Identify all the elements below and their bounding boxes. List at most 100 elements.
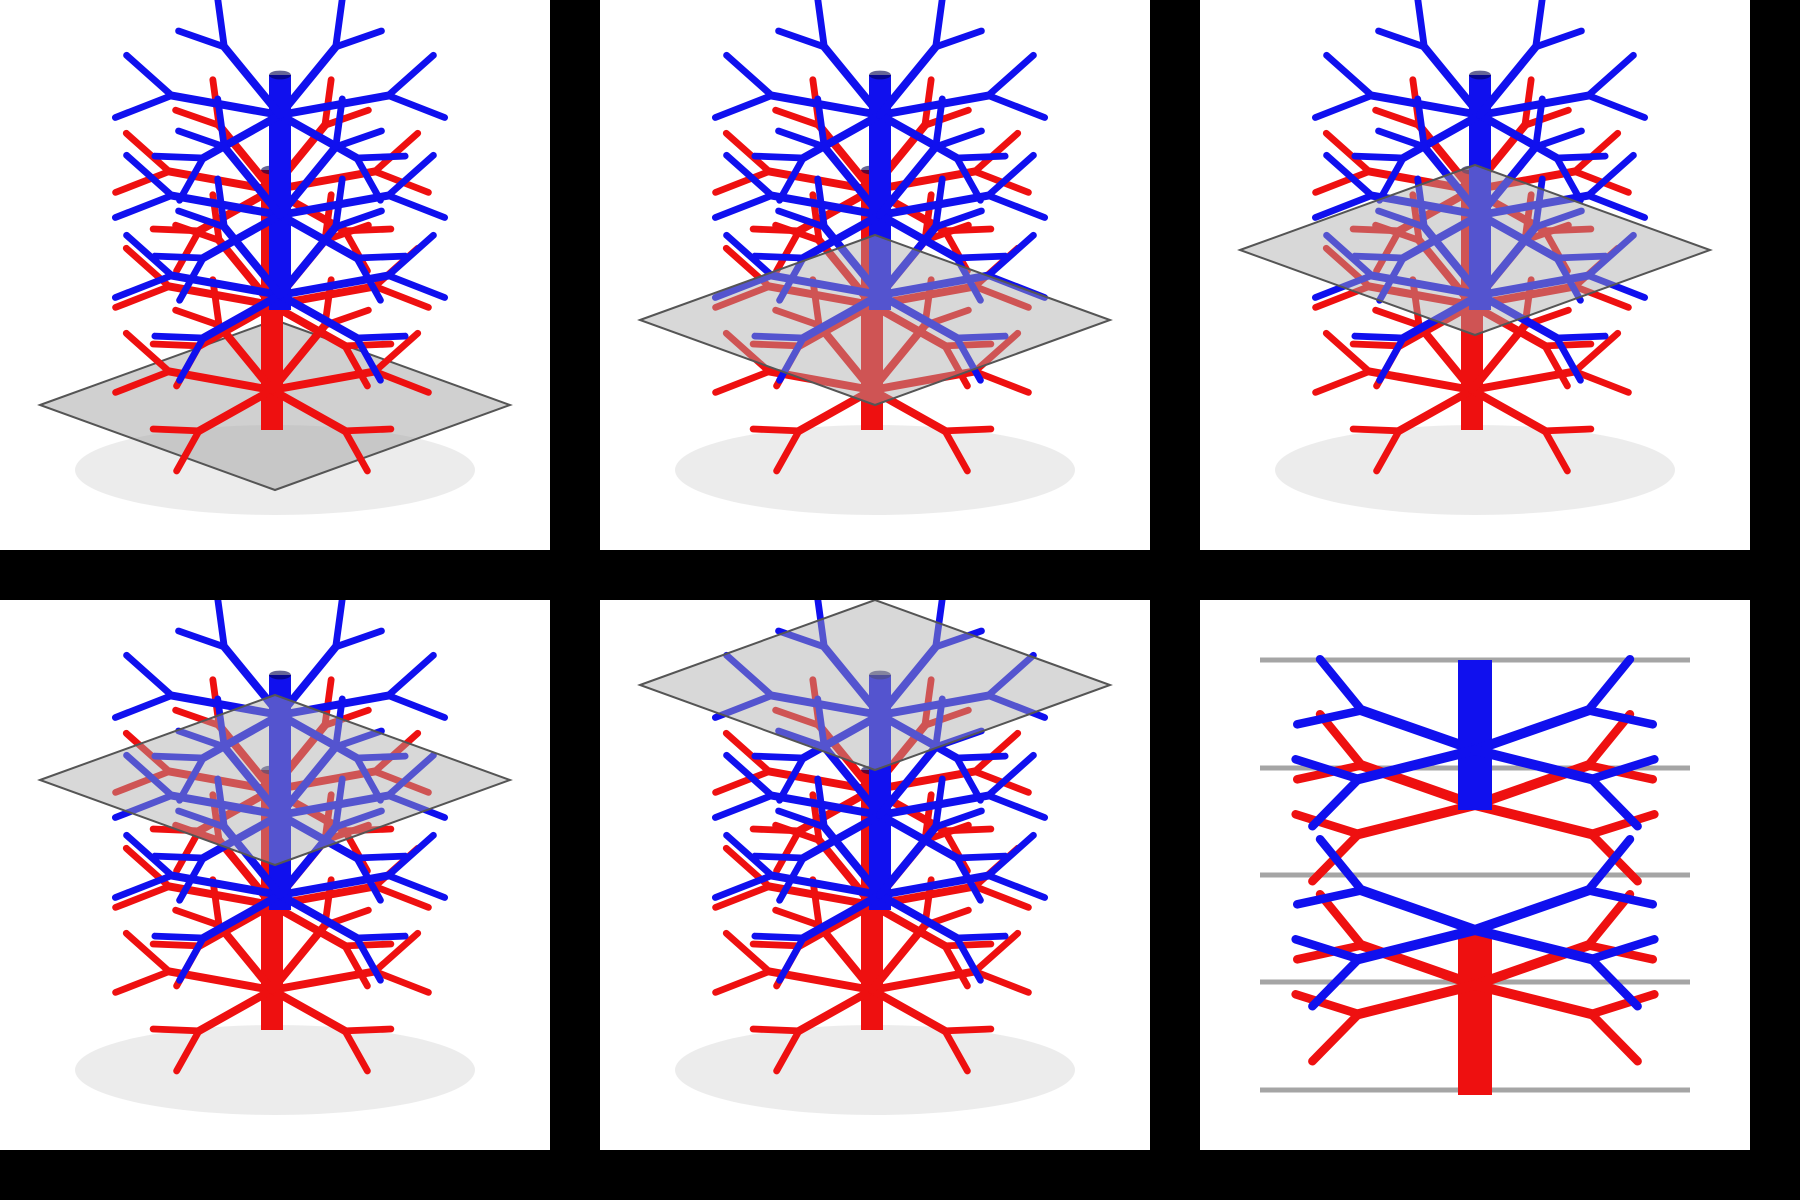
- arterial-branch: [1323, 231, 1376, 279]
- arterial-branch: [876, 291, 961, 342]
- arterial-branch: [276, 211, 361, 262]
- venous-branch: [773, 427, 803, 475]
- floor-shadow: [75, 1025, 475, 1115]
- arterial-branch: [1356, 885, 1480, 935]
- arterial-branch: [276, 291, 361, 342]
- venous-branch: [173, 827, 203, 875]
- venous-branch: [341, 427, 371, 475]
- arterial-branch: [711, 792, 776, 821]
- arterial-branch: [353, 752, 409, 762]
- venous-branch: [172, 221, 223, 244]
- arterial-branch: [932, 807, 985, 831]
- arterial-branch: [111, 192, 176, 221]
- venous-branch: [772, 706, 823, 729]
- venous-branch: [1372, 221, 1423, 244]
- arterial-branch: [384, 231, 437, 279]
- venous-branch: [112, 168, 173, 196]
- arterial-branch: [276, 111, 361, 162]
- render-panel-3: [1200, 0, 1750, 550]
- venous-branch: [215, 721, 276, 794]
- venous-branch: [112, 968, 173, 996]
- venous-branch: [971, 283, 1032, 311]
- arterial-tree: [711, 600, 1049, 984]
- slice-plane: [1237, 163, 1713, 337]
- venous-branch: [371, 283, 432, 311]
- venous-branch: [1372, 106, 1423, 129]
- venous-branch: [371, 883, 432, 911]
- venous-branch: [941, 1025, 995, 1035]
- arterial-branch: [876, 742, 940, 819]
- arterial-branch: [384, 51, 437, 99]
- arterial-branch: [776, 934, 807, 984]
- venous-branch: [268, 367, 379, 394]
- arterial-branch: [723, 651, 776, 699]
- venous-branch: [712, 968, 773, 996]
- venous-branch: [1373, 427, 1403, 475]
- venous-branch: [1315, 709, 1366, 770]
- arterial-branch: [353, 852, 409, 862]
- arterial-branch: [820, 142, 884, 219]
- arterial-branch: [876, 91, 993, 119]
- venous-branch: [868, 321, 929, 394]
- arterial-branch: [332, 175, 346, 231]
- arterial-branch: [276, 91, 393, 119]
- arterial-branch: [984, 92, 1049, 121]
- arterial-branch: [984, 51, 1037, 99]
- arterial-branch: [932, 775, 946, 831]
- render-panel-2: [600, 0, 1150, 550]
- arterial-branch: [799, 811, 884, 862]
- arterial-branch: [1584, 654, 1635, 715]
- venous-branch: [795, 986, 876, 1035]
- venous-branch: [341, 340, 395, 350]
- venous-branch: [1353, 800, 1480, 840]
- venous-branch: [1349, 425, 1403, 435]
- arterial-branch: [176, 154, 207, 204]
- arterial-branch: [1532, 127, 1585, 151]
- vessel-render: [37, 0, 513, 515]
- arterial-branch: [332, 207, 385, 231]
- arterial-branch: [276, 142, 340, 219]
- venous-branch: [1584, 709, 1635, 770]
- arterial-branch: [151, 852, 207, 862]
- arterial-branch: [814, 695, 828, 751]
- venous-branch: [149, 340, 203, 350]
- venous-branch: [112, 368, 173, 396]
- slice-plane: [637, 233, 1113, 407]
- arterial-branch: [220, 822, 284, 899]
- render-panel-1: [0, 0, 550, 550]
- arterial-branch: [167, 191, 284, 219]
- venous-branch: [1322, 129, 1373, 175]
- arterial-branch: [384, 872, 449, 901]
- arterial-branch: [984, 231, 1037, 279]
- arterial-branch: [332, 600, 346, 651]
- arterial-branch: [751, 152, 807, 162]
- arterial-branch: [1376, 334, 1407, 384]
- slice-plane: [637, 600, 1113, 772]
- arterial-tree: [111, 600, 449, 984]
- arterial-branch: [1292, 886, 1366, 909]
- venous-branch: [268, 921, 329, 994]
- venous-branch: [1468, 386, 1549, 435]
- arterial-branch: [332, 95, 346, 151]
- venous-branch: [712, 168, 773, 196]
- arterial-branch: [1420, 142, 1484, 219]
- venous-branch: [941, 342, 971, 390]
- venous-branch: [1373, 227, 1403, 275]
- arterial-tree: [111, 0, 449, 384]
- arterial-branch: [932, 27, 985, 51]
- venous-branch: [173, 227, 203, 275]
- arterial-branch: [123, 831, 176, 879]
- venous-branch: [1571, 368, 1632, 396]
- venous-branch: [1353, 980, 1480, 1020]
- arterial-branch: [276, 742, 340, 819]
- venous-branch: [749, 940, 803, 950]
- arterial-branch: [775, 127, 828, 151]
- vessel-render: [37, 600, 513, 1115]
- arterial-branch: [1532, 95, 1546, 151]
- arterial-branch: [876, 271, 993, 299]
- arterial-branch: [984, 692, 1049, 721]
- arterial-branch: [151, 752, 207, 762]
- venous-branch: [341, 1027, 371, 1075]
- venous-branch: [722, 729, 773, 775]
- arterial-branch: [176, 334, 207, 384]
